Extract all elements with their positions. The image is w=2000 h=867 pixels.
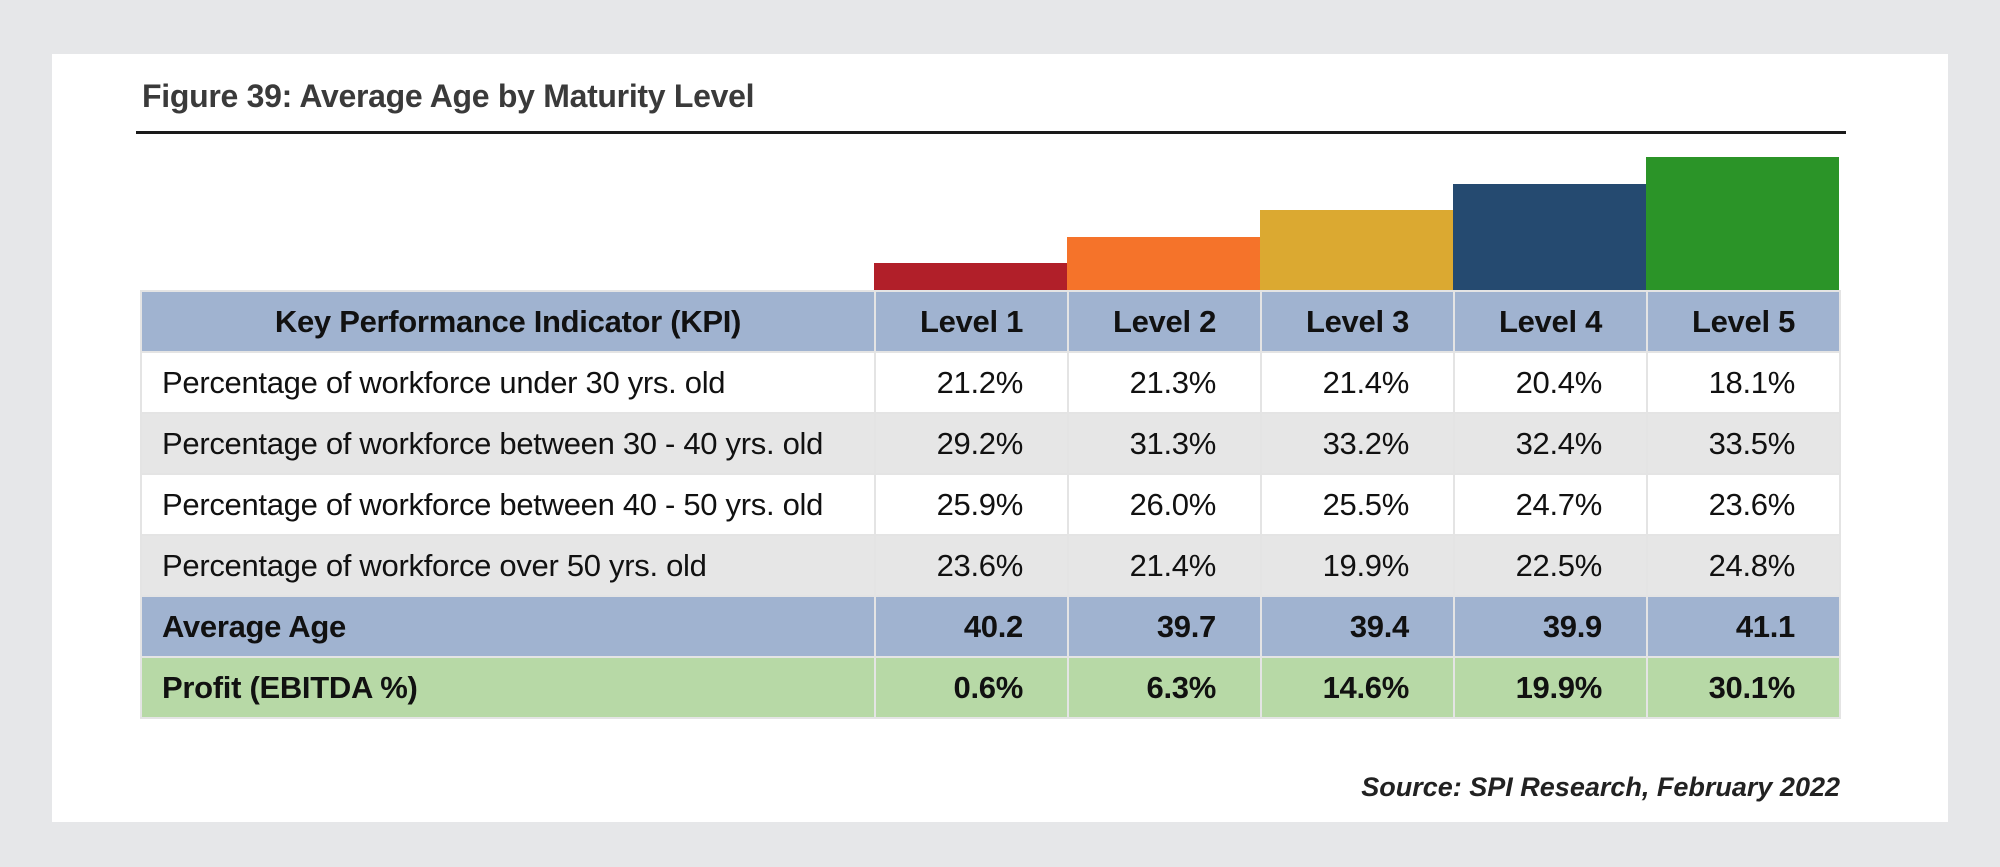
header-level-2: Level 2	[1067, 290, 1262, 353]
table-cell: 21.4%	[1260, 351, 1455, 414]
table-cell: 6.3%	[1067, 656, 1262, 719]
source-note: Source: SPI Research, February 2022	[1361, 772, 1840, 802]
row-label: Average Age	[140, 595, 876, 658]
table-cell: 39.7	[1067, 595, 1262, 658]
table-cell: 40.2	[874, 595, 1069, 658]
table-cell: 25.5%	[1260, 473, 1455, 536]
row-label: Percentage of workforce between 30 - 40 …	[140, 412, 876, 475]
table-cell: 21.4%	[1067, 534, 1262, 597]
table-cell: 31.3%	[1067, 412, 1262, 475]
table-cell: 18.1%	[1646, 351, 1841, 414]
table-cell: 24.8%	[1646, 534, 1841, 597]
level-1-step	[874, 263, 1067, 290]
header-level-5: Level 5	[1646, 290, 1841, 353]
table-cell: 29.2%	[874, 412, 1069, 475]
table-row: Percentage of workforce under 30 yrs. ol…	[140, 351, 1841, 414]
header-kpi: Key Performance Indicator (KPI)	[140, 290, 876, 353]
table-cell: 22.5%	[1453, 534, 1648, 597]
table-cell: 23.6%	[874, 534, 1069, 597]
table-cell: 39.4	[1260, 595, 1455, 658]
table-cell: 21.2%	[874, 351, 1069, 414]
header-level-4: Level 4	[1453, 290, 1648, 353]
table-cell: 19.9%	[1260, 534, 1455, 597]
table-cell: 14.6%	[1260, 656, 1455, 719]
table-cell: 25.9%	[874, 473, 1069, 536]
table-cell: 24.7%	[1453, 473, 1648, 536]
profit-row: Profit (EBITDA %) 0.6% 6.3% 14.6% 19.9% …	[140, 656, 1841, 719]
row-label: Percentage of workforce between 40 - 50 …	[140, 473, 876, 536]
table-cell: 32.4%	[1453, 412, 1648, 475]
row-label: Percentage of workforce under 30 yrs. ol…	[140, 351, 876, 414]
table-cell: 30.1%	[1646, 656, 1841, 719]
table-cell: 0.6%	[874, 656, 1069, 719]
table-cell: 41.1	[1646, 595, 1841, 658]
row-label: Profit (EBITDA %)	[140, 656, 876, 719]
row-label: Percentage of workforce over 50 yrs. old	[140, 534, 876, 597]
header-level-1: Level 1	[874, 290, 1069, 353]
table-cell: 39.9	[1453, 595, 1648, 658]
table-cell: 33.5%	[1646, 412, 1841, 475]
table-cell: 23.6%	[1646, 473, 1841, 536]
table-cell: 26.0%	[1067, 473, 1262, 536]
table-row: Percentage of workforce over 50 yrs. old…	[140, 534, 1841, 597]
table-header-row: Key Performance Indicator (KPI) Level 1 …	[140, 290, 1841, 353]
title-divider	[136, 131, 1846, 134]
kpi-table: Key Performance Indicator (KPI) Level 1 …	[140, 290, 1841, 719]
table-row: Percentage of workforce between 40 - 50 …	[140, 473, 1841, 536]
figure-title: Figure 39: Average Age by Maturity Level	[142, 78, 755, 114]
level-4-step	[1453, 183, 1646, 290]
maturity-level-steps	[0, 0, 2000, 300]
level-3-step	[1260, 210, 1453, 290]
table-row: Percentage of workforce between 30 - 40 …	[140, 412, 1841, 475]
table-cell: 20.4%	[1453, 351, 1648, 414]
average-age-row: Average Age 40.2 39.7 39.4 39.9 41.1	[140, 595, 1841, 658]
table-cell: 19.9%	[1453, 656, 1648, 719]
table-cell: 33.2%	[1260, 412, 1455, 475]
level-2-step	[1067, 236, 1260, 290]
level-5-step	[1646, 157, 1839, 290]
header-level-3: Level 3	[1260, 290, 1455, 353]
table-cell: 21.3%	[1067, 351, 1262, 414]
